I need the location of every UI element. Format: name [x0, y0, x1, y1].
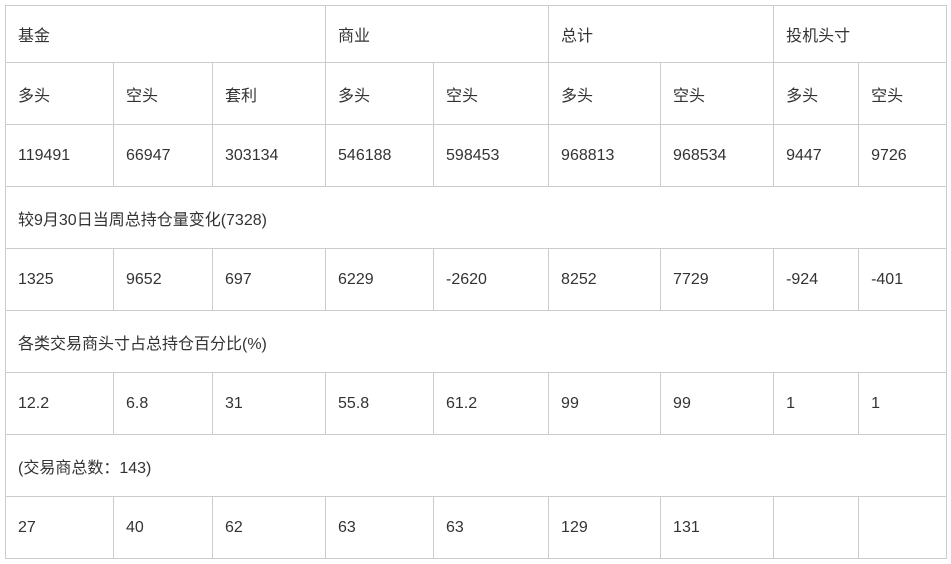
data-cell: 1325 — [5, 248, 114, 311]
data-cell: 63 — [433, 496, 550, 559]
table-head: 基金 商业 总计 投机头寸 多头 空头 套利 多头 空头 多头 空头 多头 空头 — [4, 5, 948, 125]
data-cell: 62 — [211, 496, 327, 559]
data-cell: 40 — [113, 496, 213, 559]
data-row: 1325 9652 697 6229 -2620 8252 7729 -924 -401 — [5, 248, 948, 311]
data-cell: -2620 — [433, 248, 550, 311]
column-header-cell: 套利 — [211, 62, 327, 125]
data-row: 12.2 6.8 31 55.8 61.2 99 99 1 1 — [5, 372, 948, 435]
section-label-cell: (交易商总数：143) — [4, 434, 948, 497]
data-cell — [858, 496, 948, 559]
data-cell: 27 — [5, 496, 114, 559]
data-cell: 131 — [660, 496, 775, 559]
data-cell: 9447 — [773, 124, 860, 187]
section-label-row: 各类交易商头寸占总持仓百分比(%) — [4, 310, 948, 373]
data-cell: 61.2 — [433, 372, 550, 435]
data-cell: 8252 — [548, 248, 662, 311]
data-cell: 99 — [660, 372, 775, 435]
group-header-cell: 基金 — [4, 5, 327, 63]
data-cell: 119491 — [5, 124, 114, 187]
section-label-cell: 较9月30日当周总持仓量变化(7328) — [4, 186, 948, 249]
column-header-cell: 多头 — [548, 62, 662, 125]
data-cell: 1 — [858, 372, 948, 435]
data-cell: 63 — [325, 496, 435, 559]
column-header-cell: 多头 — [5, 62, 114, 125]
column-header-cell: 空头 — [433, 62, 550, 125]
data-cell: 6229 — [325, 248, 435, 311]
section-label-row: 较9月30日当周总持仓量变化(7328) — [4, 186, 948, 249]
data-cell: 9726 — [858, 124, 948, 187]
data-cell: 968813 — [548, 124, 662, 187]
column-header-cell: 空头 — [858, 62, 948, 125]
data-row: 119491 66947 303134 546188 598453 968813 96853… — [5, 124, 948, 187]
column-header-row: 多头 空头 套利 多头 空头 多头 空头 多头 空头 — [5, 62, 948, 125]
data-cell: 697 — [211, 248, 327, 311]
section-label-row: (交易商总数：143) — [4, 434, 948, 497]
column-header-cell: 多头 — [325, 62, 435, 125]
data-row: 27 40 62 63 63 129 131 — [5, 496, 948, 559]
group-header-row: 基金 商业 总计 投机头寸 — [4, 5, 948, 63]
data-cell: 12.2 — [5, 372, 114, 435]
section-label-cell: 各类交易商头寸占总持仓百分比(%) — [4, 310, 948, 373]
table-body: 119491 66947 303134 546188 598453 968813 96853… — [4, 124, 948, 559]
data-cell: 598453 — [433, 124, 550, 187]
column-header-cell: 空头 — [660, 62, 775, 125]
data-cell: 6.8 — [113, 372, 213, 435]
data-cell — [773, 496, 860, 559]
column-header-cell: 多头 — [773, 62, 860, 125]
data-cell: -924 — [773, 248, 860, 311]
data-cell: 31 — [211, 372, 327, 435]
data-cell: 1 — [773, 372, 860, 435]
data-cell: 7729 — [660, 248, 775, 311]
data-cell: 66947 — [113, 124, 213, 187]
data-cell: 55.8 — [325, 372, 435, 435]
data-cell: 9652 — [113, 248, 213, 311]
data-cell: 303134 — [211, 124, 327, 187]
data-cell: 546188 — [325, 124, 435, 187]
data-cell: 129 — [548, 496, 662, 559]
group-header-cell: 总计 — [548, 5, 775, 63]
group-header-cell: 投机头寸 — [773, 5, 948, 63]
data-cell: 968534 — [660, 124, 775, 187]
column-header-cell: 空头 — [113, 62, 213, 125]
futures-positions-table: 基金 商业 总计 投机头寸 多头 空头 套利 多头 空头 多头 空头 多头 空头 119491 6694… — [4, 5, 948, 559]
data-cell: -401 — [858, 248, 948, 311]
group-header-cell: 商业 — [325, 5, 550, 63]
data-cell: 99 — [548, 372, 662, 435]
